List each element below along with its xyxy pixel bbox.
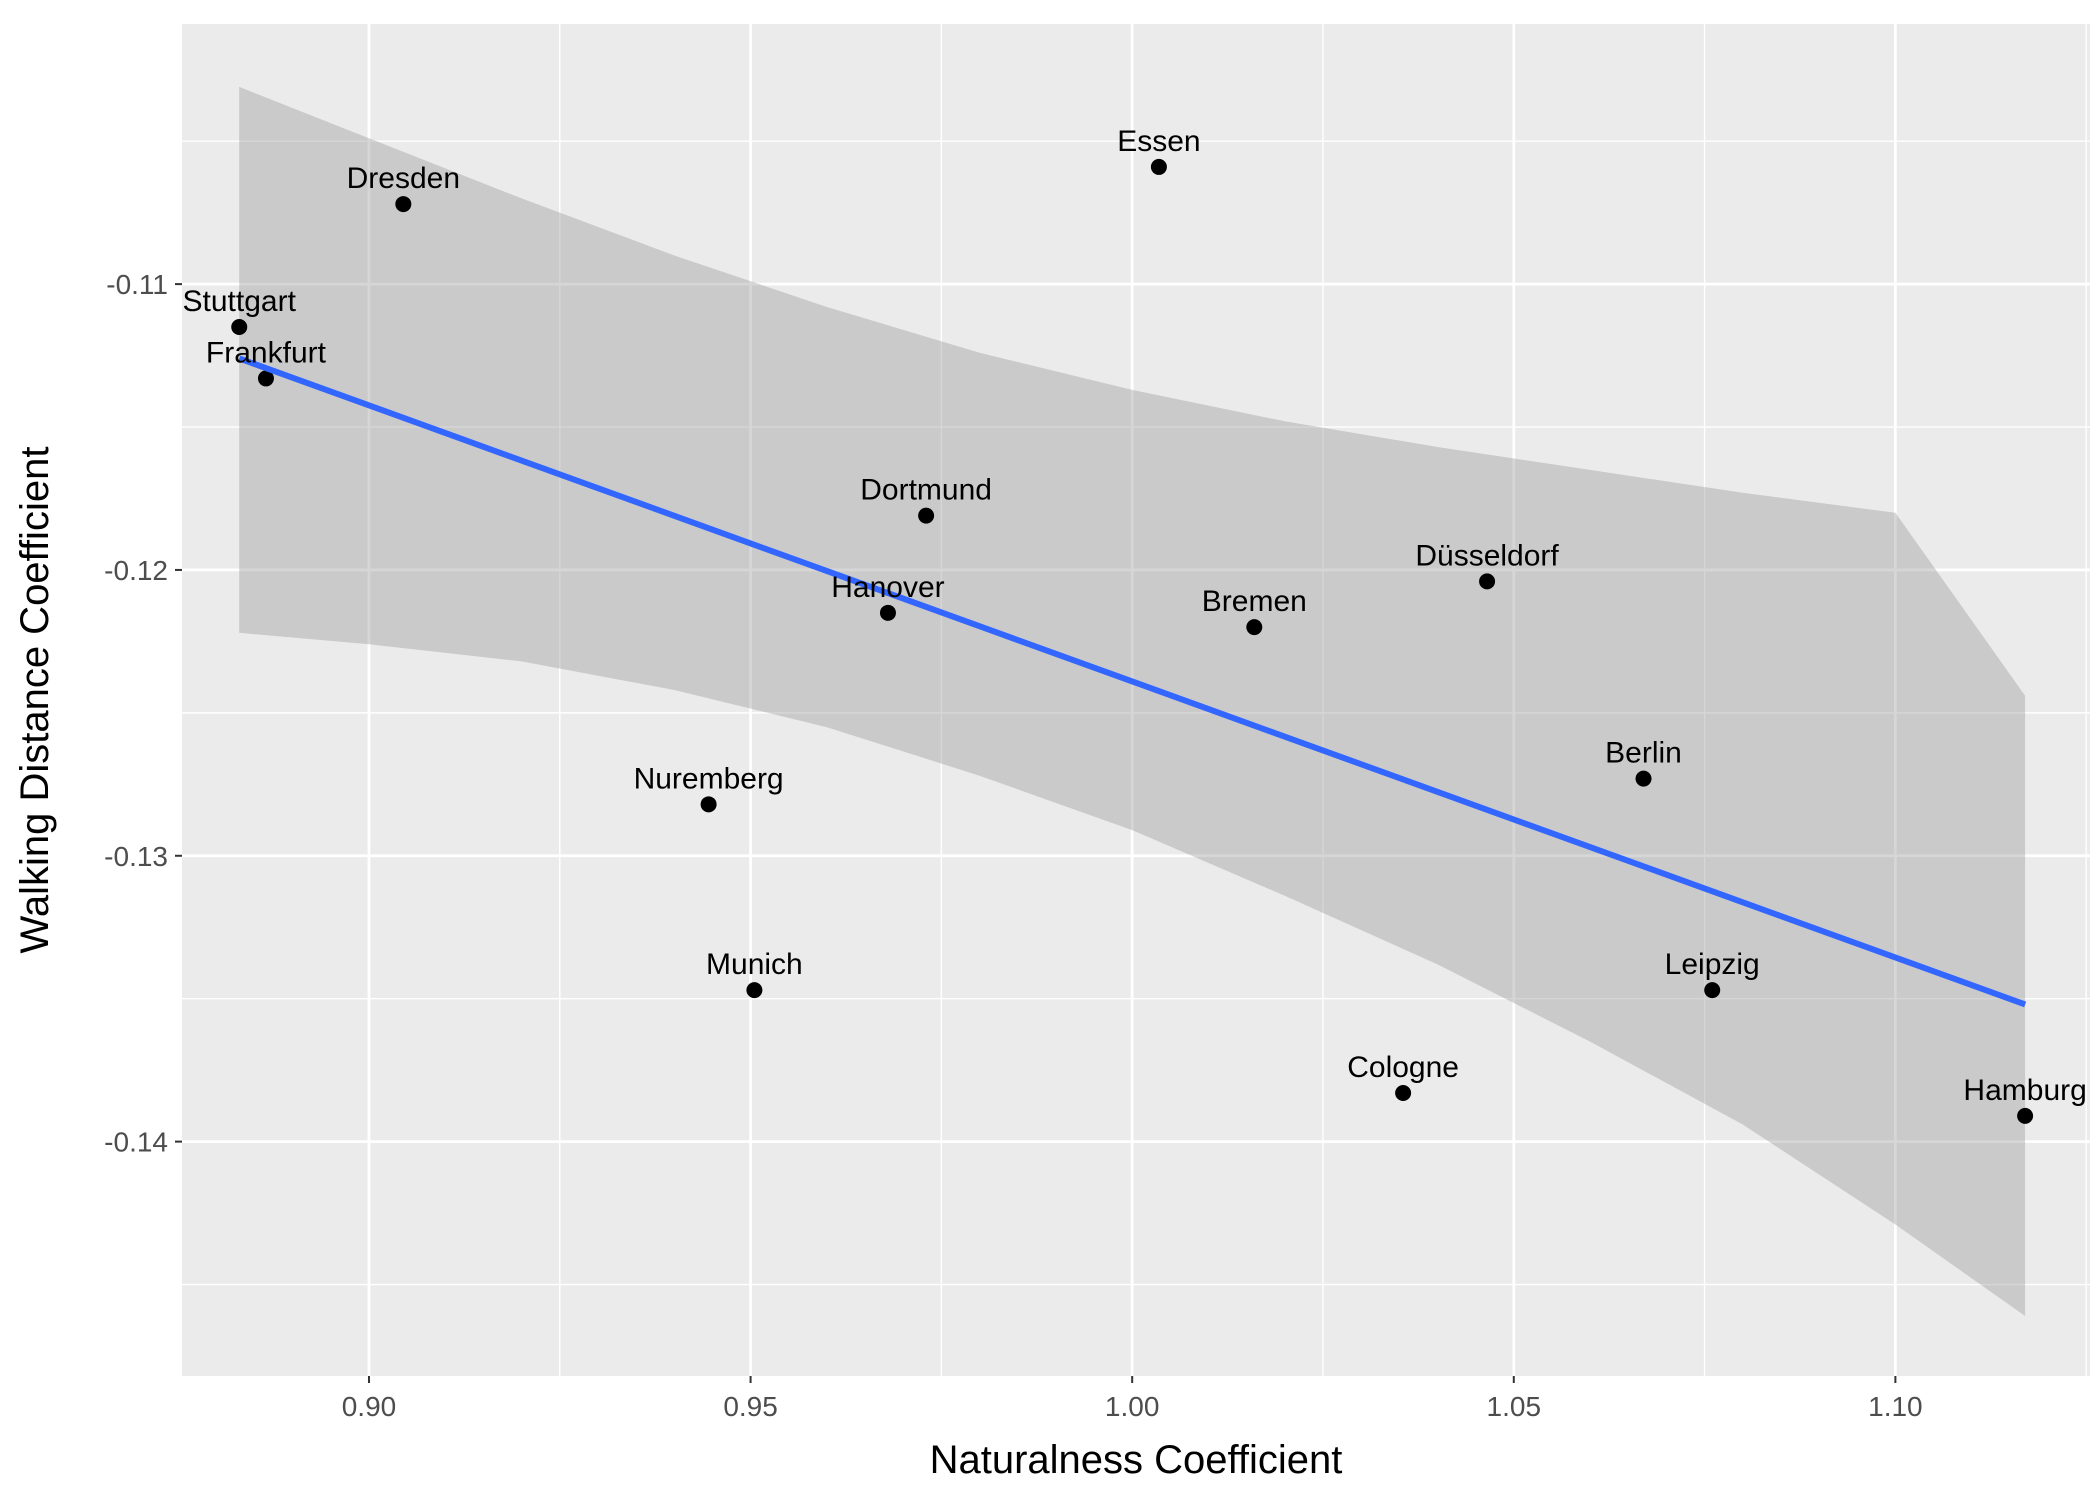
point-label: Bremen [1202, 585, 1307, 618]
minor-gridlines [177, 24, 2090, 1376]
confidence-band [239, 86, 2026, 1316]
point-label: Essen [1117, 125, 1200, 158]
point-labels: Stuttgart Frankfurt Dresden Essen Dortmund Ha… [183, 125, 2087, 1107]
x-tick-label: 1.05 [1487, 1391, 1542, 1422]
y-tick-label: -0.11 [106, 269, 168, 300]
data-point [395, 196, 412, 213]
point-label: Munich [706, 948, 803, 981]
data-point [231, 318, 248, 335]
point-label: Nuremberg [634, 762, 784, 795]
major-gridlines [182, 24, 2090, 1376]
point-label: Frankfurt [206, 336, 327, 369]
x-axis-title: Naturalness Coefficient [930, 1438, 1343, 1482]
data-point [1150, 158, 1167, 175]
x-tick-label: 0.95 [723, 1391, 778, 1422]
data-point [746, 982, 763, 999]
plot-panel [182, 24, 2090, 1376]
data-point [2017, 1107, 2034, 1124]
point-label: Dresden [347, 162, 460, 195]
point-label: Hanover [831, 571, 944, 604]
x-tick-label: 1.00 [1105, 1391, 1160, 1422]
data-point [918, 507, 935, 524]
point-label: Stuttgart [183, 285, 297, 318]
y-tick-label: -0.12 [104, 555, 168, 586]
x-tick-label: 0.90 [342, 1391, 397, 1422]
point-label: Berlin [1605, 737, 1682, 770]
x-axis-ticks: 0.90 0.95 1.00 1.05 1.10 [342, 1376, 1923, 1422]
point-label: Hamburg [1963, 1074, 2086, 1107]
regression-line [238, 355, 2027, 1008]
data-point [1635, 770, 1652, 787]
y-axis-title: Walking Distance Coefficient [13, 447, 57, 954]
point-label: Düsseldorf [1415, 539, 1559, 572]
y-tick-label: -0.14 [104, 1127, 168, 1158]
point-label: Leipzig [1665, 948, 1760, 981]
data-point [1246, 619, 1263, 636]
y-tick-label: -0.13 [104, 841, 168, 872]
data-point [1704, 982, 1721, 999]
y-axis-ticks: -0.11 -0.12 -0.13 -0.14 [104, 269, 182, 1158]
x-tick-label: 1.10 [1868, 1391, 1923, 1422]
data-point [1395, 1085, 1412, 1102]
data-point [257, 370, 274, 387]
point-label: Cologne [1347, 1051, 1459, 1084]
data-point [700, 796, 717, 813]
data-point [879, 604, 896, 621]
point-label: Dortmund [860, 474, 992, 507]
data-point [1479, 573, 1496, 590]
data-points [231, 158, 2034, 1124]
